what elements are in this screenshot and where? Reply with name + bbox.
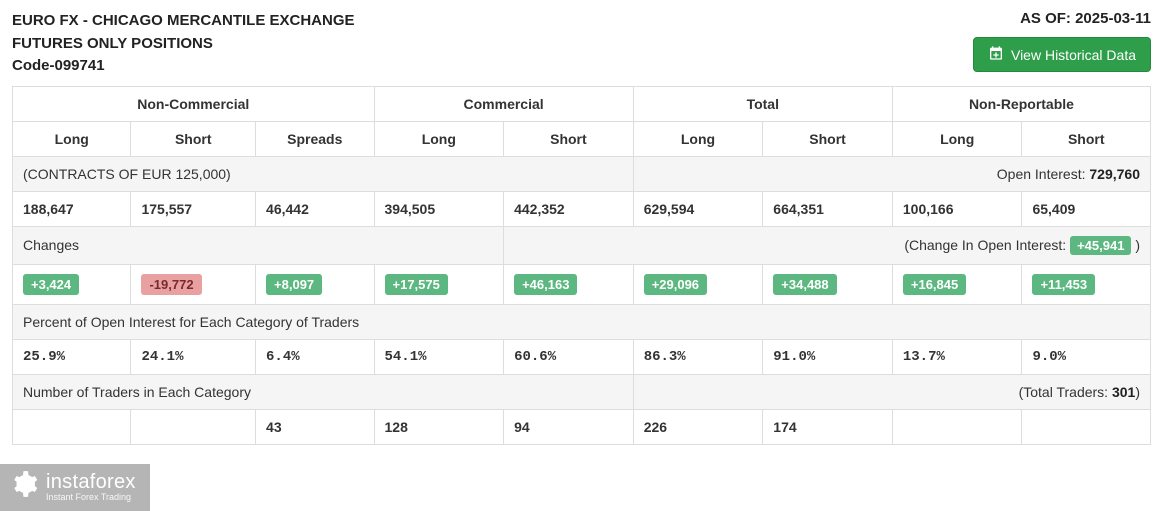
col-nc-long: Long	[13, 121, 131, 156]
change-oi-label: (Change In Open Interest:	[904, 237, 1066, 253]
traders-label-row: Number of Traders in Each Category (Tota…	[13, 374, 1151, 409]
chg-nc-spreads: +8,097	[256, 264, 374, 304]
total-traders-close: )	[1135, 384, 1140, 400]
sub-header-row: Long Short Spreads Long Short Long Short…	[13, 121, 1151, 156]
positions-table: Non-Commercial Commercial Total Non-Repo…	[12, 86, 1151, 445]
col-c-short: Short	[504, 121, 634, 156]
asof-date: 2025-03-11	[1075, 10, 1151, 27]
header-code: Code-099741	[12, 55, 355, 78]
traders-row: 43 128 94 226 174	[13, 409, 1151, 444]
pct-c-short: 60.6%	[504, 339, 634, 374]
trd-nr-long	[892, 409, 1022, 444]
contracts-label: (CONTRACTS OF EUR 125,000)	[13, 156, 634, 191]
calendar-plus-icon	[988, 45, 1004, 64]
chg-c-short: +46,163	[504, 264, 634, 304]
col-group-nonreportable: Non-Reportable	[892, 86, 1150, 121]
trd-c-long: 128	[374, 409, 504, 444]
chg-nr-short: +11,453	[1022, 264, 1151, 304]
open-interest-label: Open Interest:	[997, 166, 1086, 182]
watermark-text: instaforex Instant Forex Trading	[46, 472, 136, 502]
header-right: AS OF: 2025-03-11 View Historical Data	[973, 10, 1151, 72]
view-historical-button[interactable]: View Historical Data	[973, 37, 1151, 72]
chg-t-short: +34,488	[763, 264, 893, 304]
asof-label: AS OF:	[1020, 10, 1071, 27]
pos-nc-short: 175,557	[131, 191, 256, 226]
col-nr-short: Short	[1022, 121, 1151, 156]
pct-t-long: 86.3%	[633, 339, 763, 374]
traders-label: Number of Traders in Each Category	[13, 374, 634, 409]
change-oi-value: +45,941	[1070, 236, 1131, 255]
pct-nc-long: 25.9%	[13, 339, 131, 374]
pct-row: 25.9% 24.1% 6.4% 54.1% 60.6% 86.3% 91.0%…	[13, 339, 1151, 374]
col-nc-spreads: Spreads	[256, 121, 374, 156]
col-group-commercial: Commercial	[374, 86, 633, 121]
open-interest-value: 729,760	[1089, 166, 1140, 182]
pct-nc-short: 24.1%	[131, 339, 256, 374]
trd-nc-long	[13, 409, 131, 444]
change-oi-cell: (Change In Open Interest: +45,941 )	[504, 226, 1151, 264]
header: EURO FX - CHICAGO MERCANTILE EXCHANGE FU…	[0, 0, 1163, 86]
pos-nr-short: 65,409	[1022, 191, 1151, 226]
group-header-row: Non-Commercial Commercial Total Non-Repo…	[13, 86, 1151, 121]
trd-t-short: 174	[763, 409, 893, 444]
watermark-brand: instaforex	[46, 472, 136, 493]
col-nc-short: Short	[131, 121, 256, 156]
chg-t-long: +29,096	[633, 264, 763, 304]
contracts-row: (CONTRACTS OF EUR 125,000) Open Interest…	[13, 156, 1151, 191]
trd-t-long: 226	[633, 409, 763, 444]
pct-nc-spreads: 6.4%	[256, 339, 374, 374]
trd-nc-short	[131, 409, 256, 444]
col-nr-long: Long	[892, 121, 1022, 156]
pct-nr-long: 13.7%	[892, 339, 1022, 374]
pos-c-short: 442,352	[504, 191, 634, 226]
header-subtitle: FUTURES ONLY POSITIONS	[12, 33, 355, 56]
changes-label: Changes	[13, 226, 504, 264]
trd-nr-short	[1022, 409, 1151, 444]
pos-t-short: 664,351	[763, 191, 893, 226]
header-title: EURO FX - CHICAGO MERCANTILE EXCHANGE	[12, 10, 355, 33]
trd-nc-spreads: 43	[256, 409, 374, 444]
pos-nc-long: 188,647	[13, 191, 131, 226]
total-traders-label: (Total Traders:	[1019, 384, 1108, 400]
changes-row: +3,424 -19,772 +8,097 +17,575 +46,163 +2…	[13, 264, 1151, 304]
pct-label: Percent of Open Interest for Each Catego…	[13, 304, 1151, 339]
change-oi-close: )	[1135, 237, 1140, 253]
gear-icon	[10, 470, 38, 505]
pos-c-long: 394,505	[374, 191, 504, 226]
view-historical-label: View Historical Data	[1011, 47, 1136, 63]
total-traders-value: 301	[1112, 384, 1135, 400]
positions-row: 188,647 175,557 46,442 394,505 442,352 6…	[13, 191, 1151, 226]
chg-nr-long: +16,845	[892, 264, 1022, 304]
pct-nr-short: 9.0%	[1022, 339, 1151, 374]
pos-nc-spreads: 46,442	[256, 191, 374, 226]
open-interest-cell: Open Interest: 729,760	[633, 156, 1150, 191]
watermark: instaforex Instant Forex Trading	[0, 464, 150, 511]
pct-t-short: 91.0%	[763, 339, 893, 374]
col-t-long: Long	[633, 121, 763, 156]
col-group-total: Total	[633, 86, 892, 121]
chg-nc-short: -19,772	[131, 264, 256, 304]
col-group-noncommercial: Non-Commercial	[13, 86, 375, 121]
pos-t-long: 629,594	[633, 191, 763, 226]
pos-nr-long: 100,166	[892, 191, 1022, 226]
asof: AS OF: 2025-03-11	[973, 10, 1151, 27]
col-t-short: Short	[763, 121, 893, 156]
pct-label-row: Percent of Open Interest for Each Catego…	[13, 304, 1151, 339]
chg-nc-long: +3,424	[13, 264, 131, 304]
total-traders-cell: (Total Traders: 301)	[633, 374, 1150, 409]
pct-c-long: 54.1%	[374, 339, 504, 374]
changes-label-row: Changes (Change In Open Interest: +45,94…	[13, 226, 1151, 264]
trd-c-short: 94	[504, 409, 634, 444]
header-left: EURO FX - CHICAGO MERCANTILE EXCHANGE FU…	[12, 10, 355, 78]
chg-c-long: +17,575	[374, 264, 504, 304]
col-c-long: Long	[374, 121, 504, 156]
watermark-tag: Instant Forex Trading	[46, 493, 136, 502]
